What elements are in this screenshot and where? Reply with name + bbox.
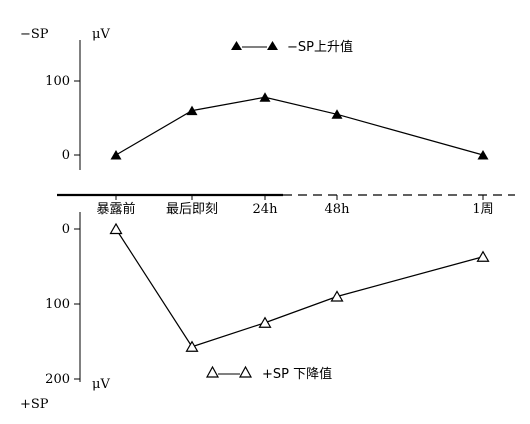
bottom-data-point bbox=[185, 340, 199, 352]
legend-top: −SP上升值 bbox=[231, 39, 353, 55]
top-data-point bbox=[259, 92, 271, 102]
top-axis-label: −SP bbox=[20, 27, 49, 42]
bottom-data-point bbox=[476, 250, 490, 262]
legend-top-text: −SP上升值 bbox=[287, 39, 353, 55]
top-data-point bbox=[110, 150, 122, 160]
bottom-data-point bbox=[109, 222, 123, 235]
bottom-data-point bbox=[258, 316, 272, 328]
xtick-label: 最后即刻 bbox=[166, 202, 218, 217]
bottom-data-point bbox=[330, 290, 344, 302]
bottom-ytick-label: 200 bbox=[45, 372, 70, 387]
xtick-label: 暴露前 bbox=[96, 201, 135, 217]
axes: 100 0 0 100 200 暴露前 最后即刻 24h 48h 1周 bbox=[45, 40, 515, 387]
legend-top-marker-right bbox=[267, 41, 278, 50]
top-data-point bbox=[477, 150, 489, 160]
top-series-line bbox=[115, 96, 484, 156]
xtick-label: 48h bbox=[325, 202, 351, 217]
xtick-label: 24h bbox=[253, 202, 279, 217]
bottom-ytick-label: 100 bbox=[45, 297, 70, 312]
bottom-unit-label: μV bbox=[92, 377, 110, 392]
top-data-point bbox=[331, 109, 343, 119]
bottom-series-line bbox=[115, 228, 484, 348]
xtick-label: 1周 bbox=[472, 202, 493, 217]
legend-bottom-marker-right bbox=[238, 365, 253, 378]
top-series-group bbox=[110, 92, 489, 160]
legend-top-marker-left bbox=[231, 41, 242, 50]
legend-bottom: +SP 下降值 bbox=[205, 365, 332, 382]
bottom-ytick-label: 0 bbox=[62, 222, 70, 237]
bottom-axis-label: +SP bbox=[20, 397, 49, 412]
bottom-series-group bbox=[109, 222, 490, 352]
top-data-point bbox=[186, 105, 198, 116]
top-ytick-label: 100 bbox=[45, 74, 70, 89]
legend-bottom-marker-left bbox=[205, 365, 220, 378]
top-ytick-label: 0 bbox=[62, 148, 70, 163]
top-unit-label: μV bbox=[92, 27, 110, 42]
legend-bottom-text: +SP 下降值 bbox=[262, 366, 332, 382]
